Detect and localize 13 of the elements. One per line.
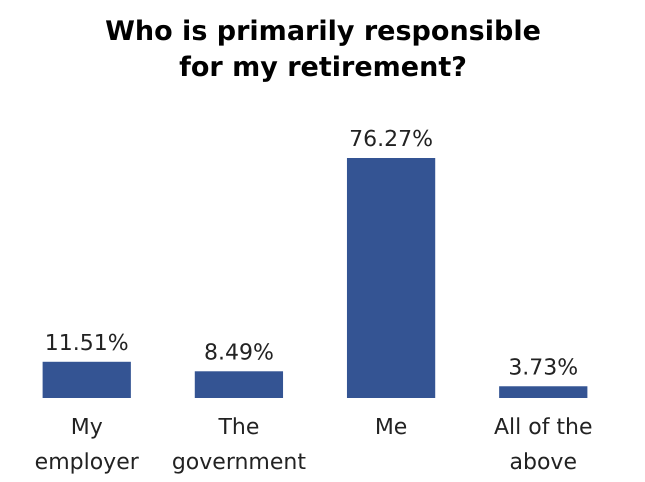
chart-title: Who is primarily responsible for my retirement? xyxy=(105,16,541,83)
bar xyxy=(346,158,436,398)
bar xyxy=(499,386,588,398)
x-tick-label: My employer xyxy=(34,415,140,475)
x-tick-label: Me xyxy=(374,415,408,440)
data-label: 76.27% xyxy=(349,127,434,152)
x-tick-label: All of the above xyxy=(494,415,593,475)
data-label: 3.73% xyxy=(508,355,578,380)
data-label: 8.49% xyxy=(204,340,274,366)
data-label: 11.51% xyxy=(44,330,129,356)
bar xyxy=(194,371,284,398)
bar xyxy=(42,362,131,398)
x-tick-label: The government xyxy=(172,415,306,475)
